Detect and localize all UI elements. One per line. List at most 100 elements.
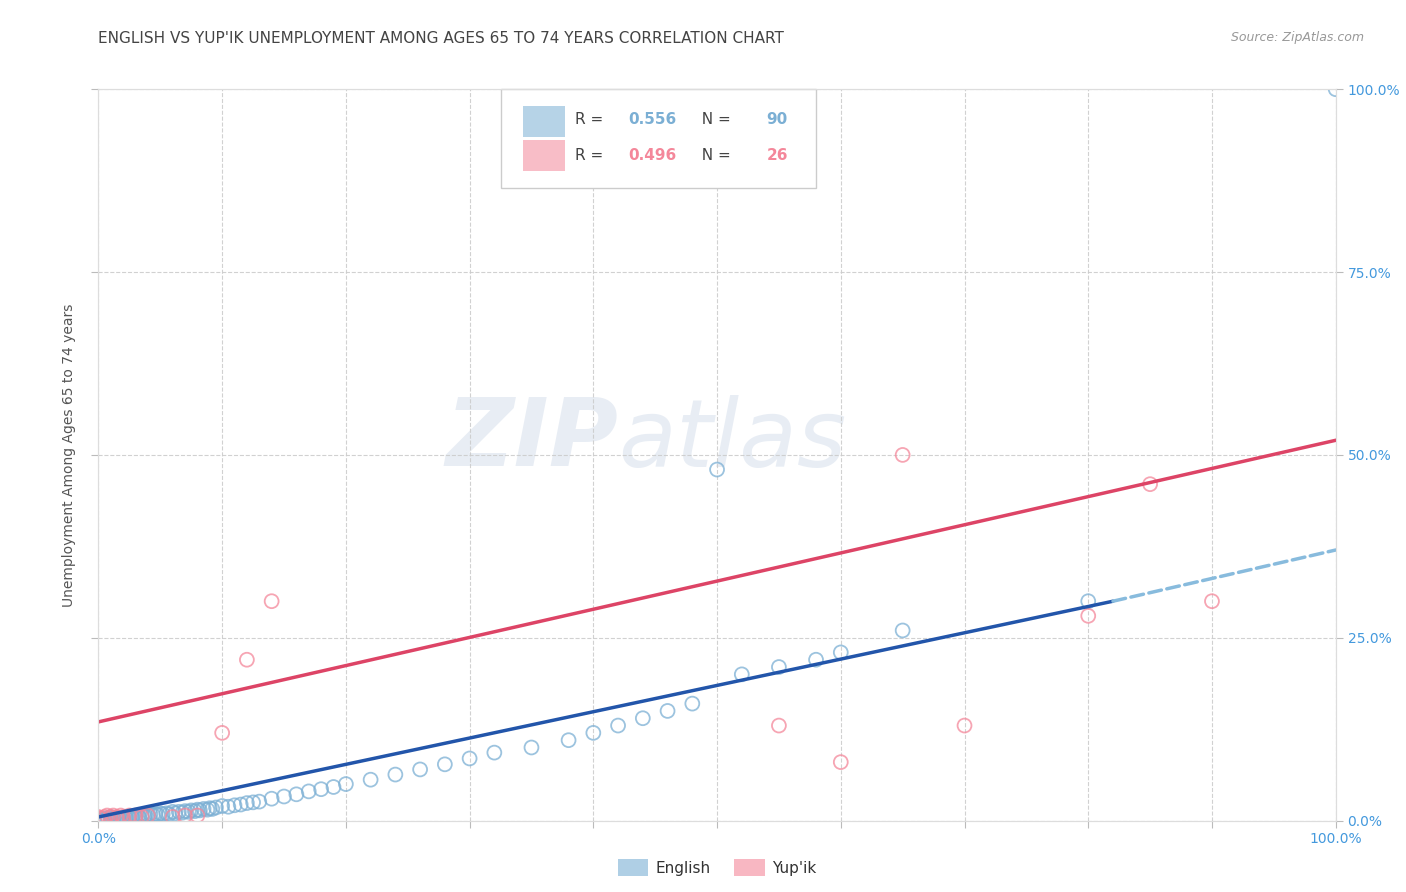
Text: ZIP: ZIP [446,394,619,486]
Point [162,810,184,824]
Point [681,697,703,711]
Point [115,812,138,826]
Point [186,803,208,817]
Y-axis label: Unemployment Among Ages 65 to 74 years: Unemployment Among Ages 65 to 74 years [62,303,76,607]
Point [142,807,165,822]
Point [90,812,112,826]
Point [891,624,914,638]
Point [211,799,233,814]
Point [162,805,184,819]
Point [105,811,128,825]
Point [201,802,224,816]
Point [112,810,135,824]
Point [155,806,177,821]
Point [136,807,159,822]
Point [131,808,153,822]
Point [124,809,146,823]
Point [260,594,283,608]
Point [110,808,132,822]
Legend: English, Yup'ik: English, Yup'ik [612,853,823,882]
Point [103,812,125,826]
Text: R =: R = [575,112,607,128]
Point [706,462,728,476]
Point [631,711,654,725]
Point [105,812,128,826]
Point [111,812,134,826]
FancyBboxPatch shape [523,106,565,136]
Point [205,800,228,814]
FancyBboxPatch shape [501,89,815,188]
Point [124,808,146,822]
Point [174,804,197,818]
Text: Source: ZipAtlas.com: Source: ZipAtlas.com [1230,31,1364,45]
Point [91,814,114,828]
Point [149,806,172,821]
Point [188,804,211,818]
Point [285,787,308,801]
Point [100,812,122,826]
Point [143,807,166,822]
Point [107,812,129,826]
Point [128,810,150,824]
Point [409,763,432,777]
Text: ENGLISH VS YUP'IK UNEMPLOYMENT AMONG AGES 65 TO 74 YEARS CORRELATION CHART: ENGLISH VS YUP'IK UNEMPLOYMENT AMONG AGE… [98,31,785,46]
Point [100,810,122,824]
Point [260,791,283,805]
Point [131,810,153,824]
Point [273,789,295,804]
Point [830,755,852,769]
Point [152,807,174,822]
Point [105,810,128,824]
Point [236,653,259,667]
Text: 0.496: 0.496 [628,148,676,163]
FancyBboxPatch shape [523,140,565,171]
Point [136,808,159,822]
Point [112,811,135,825]
Point [177,805,200,819]
Point [186,808,208,822]
Point [134,809,156,823]
Point [804,653,827,667]
Point [112,812,135,826]
Point [768,660,790,674]
Point [322,780,344,794]
Text: R =: R = [575,148,607,163]
Point [184,804,207,818]
Text: 26: 26 [766,148,787,163]
Point [97,814,120,828]
Point [657,704,679,718]
Text: N =: N = [692,112,735,128]
Point [211,726,233,740]
Text: N =: N = [692,148,735,163]
Point [217,799,239,814]
Point [118,812,141,826]
Point [103,808,125,822]
Point [124,811,146,825]
Point [180,804,202,818]
Point [229,797,252,812]
Point [146,807,169,822]
Point [100,810,122,824]
Point [433,757,456,772]
Point [224,798,246,813]
Point [122,811,145,825]
Point [731,667,754,681]
Point [1077,594,1099,608]
Point [103,812,125,826]
Point [1139,477,1161,491]
Point [93,810,115,824]
Point [198,801,221,815]
Point [118,810,141,824]
Text: 0.556: 0.556 [628,112,676,128]
Point [953,718,976,732]
Point [458,751,481,765]
Point [93,812,115,826]
Point [309,782,332,797]
Point [607,718,630,732]
Point [139,807,162,822]
Point [96,812,118,826]
Point [1324,82,1347,96]
Text: atlas: atlas [619,395,846,486]
Point [360,772,382,787]
Point [87,810,110,824]
